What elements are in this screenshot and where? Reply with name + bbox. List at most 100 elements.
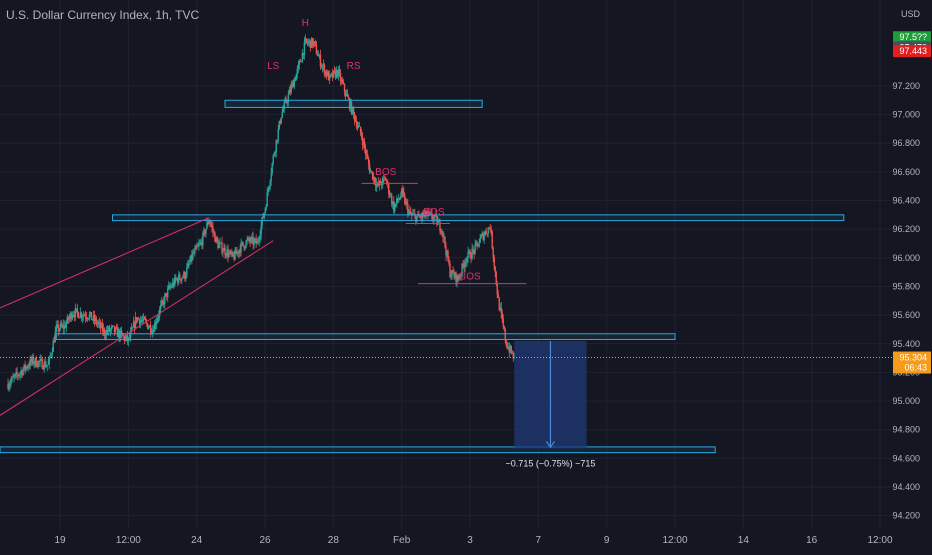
- candle-body: [162, 300, 164, 302]
- candle-body: [96, 323, 99, 325]
- candle-body: [76, 308, 79, 313]
- candle-body: [341, 80, 344, 84]
- candle-body: [27, 366, 29, 368]
- candle-body: [65, 323, 67, 328]
- candle-body: [373, 176, 376, 183]
- candle-body: [172, 282, 174, 287]
- candle-body: [360, 133, 363, 138]
- candle-body: [420, 216, 422, 218]
- candle-body: [256, 241, 258, 244]
- candle-body: [169, 285, 171, 288]
- candle-body: [218, 244, 220, 249]
- candle-body: [494, 266, 496, 273]
- candle-body: [60, 324, 62, 327]
- candle-body: [434, 214, 436, 217]
- candle-body: [396, 198, 398, 204]
- candle-body: [405, 201, 407, 204]
- candle-body: [470, 258, 472, 259]
- candle-body: [345, 93, 348, 96]
- candle-body: [334, 70, 337, 78]
- candle-body: [313, 41, 316, 43]
- candle-body: [445, 246, 447, 256]
- candle-body: [264, 209, 266, 214]
- candle-body: [369, 170, 372, 173]
- candle-body: [171, 286, 173, 288]
- candle-body: [160, 304, 162, 309]
- currency-label: USD: [901, 9, 921, 19]
- y-tick-label: 94.200: [892, 511, 920, 521]
- candle-body: [449, 263, 451, 277]
- candle-body: [290, 85, 293, 92]
- candle-body: [95, 318, 98, 324]
- candle-body: [323, 64, 326, 75]
- candle-body: [42, 368, 44, 370]
- candle-body: [257, 241, 259, 242]
- candle-body: [447, 251, 449, 261]
- candle-body: [11, 376, 13, 381]
- candle-body: [103, 328, 106, 336]
- candle-body: [486, 233, 488, 235]
- candle-body: [258, 239, 260, 242]
- candle-body: [241, 242, 243, 244]
- candle-body: [352, 107, 355, 114]
- candle-body: [351, 107, 354, 114]
- candle-body: [50, 354, 52, 356]
- candle-body: [398, 199, 400, 201]
- candle-body: [443, 236, 445, 238]
- candle-body: [455, 272, 457, 283]
- candle-body: [120, 330, 123, 334]
- x-tick-label: Feb: [393, 535, 411, 546]
- candle-body: [431, 213, 433, 219]
- candle-body: [285, 99, 287, 103]
- candle-body: [154, 322, 157, 325]
- candle-body: [139, 320, 142, 325]
- candle-body: [506, 345, 508, 349]
- candle-body: [328, 74, 331, 81]
- price-badge-label: 97.5??: [899, 32, 927, 42]
- candle-body: [314, 42, 317, 45]
- candle-body: [68, 317, 71, 320]
- candle-body: [510, 346, 512, 353]
- candle-body: [153, 322, 156, 332]
- candle-body: [496, 284, 498, 295]
- candle-body: [121, 333, 124, 336]
- candle-body: [472, 248, 474, 251]
- candle-body: [202, 232, 204, 246]
- candle-body: [16, 372, 18, 375]
- candle-body: [226, 249, 228, 256]
- candle-body: [150, 332, 153, 334]
- candle-body: [26, 366, 28, 368]
- candle-body: [426, 214, 428, 217]
- candle-body: [419, 216, 421, 218]
- candle-body: [101, 323, 104, 332]
- candle-body: [227, 249, 229, 257]
- y-tick-label: 95.800: [892, 281, 920, 291]
- candle-body: [469, 251, 471, 259]
- candle-body: [322, 64, 325, 67]
- candle-body: [130, 328, 133, 332]
- candle-body: [93, 315, 96, 322]
- candle-body: [25, 366, 27, 370]
- candle-body: [62, 325, 64, 329]
- candle-body: [30, 359, 32, 362]
- candle-body: [283, 102, 285, 110]
- candle-body: [91, 319, 94, 321]
- candle-body: [235, 250, 237, 254]
- candle-body: [325, 71, 328, 77]
- candle-body: [446, 251, 448, 256]
- x-tick-label: 19: [54, 535, 66, 546]
- candle-body: [303, 41, 306, 56]
- candle-body: [52, 340, 54, 352]
- candle-body: [358, 125, 361, 127]
- candle-body: [372, 176, 375, 180]
- candle-body: [297, 64, 300, 69]
- candle-body: [439, 221, 441, 231]
- candle-body: [320, 66, 323, 68]
- candle-body: [53, 340, 55, 343]
- candle-body: [163, 301, 165, 305]
- candle-body: [15, 372, 17, 375]
- candle-body: [389, 193, 391, 196]
- candle-body: [466, 257, 468, 262]
